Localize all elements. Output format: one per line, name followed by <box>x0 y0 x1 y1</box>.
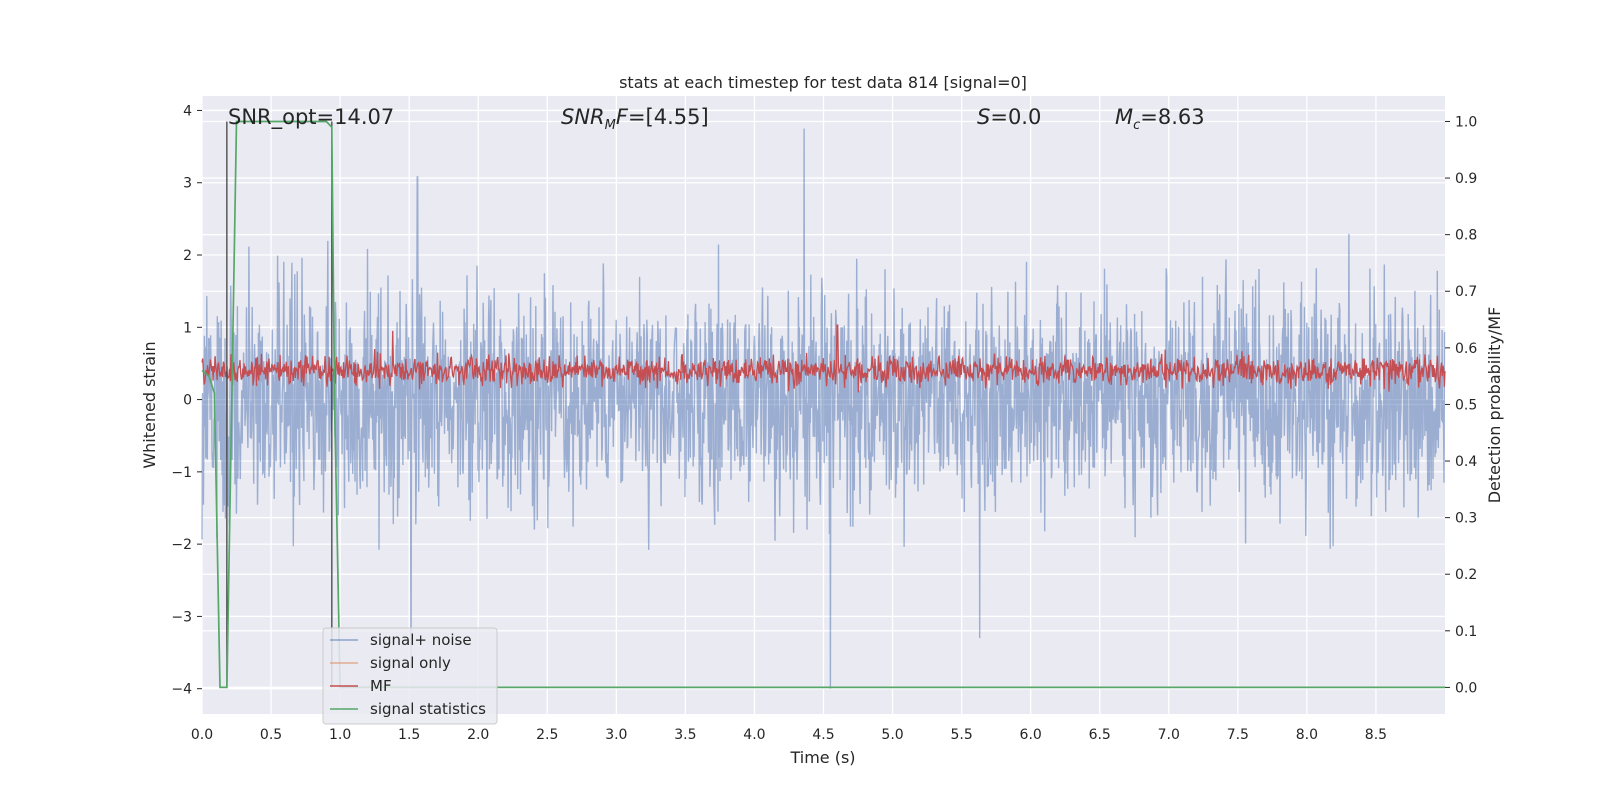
x-tick-label: 3.5 <box>674 727 696 743</box>
x-tick-label: 4.0 <box>743 727 765 743</box>
x-tick-label: 2.0 <box>467 727 489 743</box>
y-tick-label: 3 <box>183 176 192 192</box>
ticks: 0.0 0.5 1.0 1.5 2.0 2.5 3.0 3.5 4.0 4.5 5.0 5.5 6.0 6… <box>171 103 1477 743</box>
legend-label-signal-only: signal only <box>370 654 451 672</box>
x-tick-label: 2.5 <box>536 727 558 743</box>
x-tick-label: 8.0 <box>1296 727 1318 743</box>
x-tick-label: 5.0 <box>881 727 903 743</box>
annotation-snr-mf: SNRMF=[4.55] <box>561 105 709 133</box>
y2-tick-label: 0.0 <box>1455 680 1477 696</box>
annotation-mc: Mc=8.63 <box>1115 105 1205 133</box>
series-layer <box>201 120 1446 689</box>
x-tick-label: 0.5 <box>260 727 282 743</box>
x-tick-label: 0.0 <box>191 727 213 743</box>
y2-tick-label: 0.8 <box>1455 228 1477 244</box>
legend-box <box>322 627 498 725</box>
legend: signal+ noise signal only MF signal stat… <box>322 627 498 725</box>
series-signal-noise <box>201 128 1446 689</box>
y2-tick-label: 1.0 <box>1455 114 1477 130</box>
x-tick-label: 7.0 <box>1158 727 1180 743</box>
y2-tick-label: 0.1 <box>1455 624 1477 640</box>
x-tick-label: 6.5 <box>1089 727 1111 743</box>
x-tick-label: 1.5 <box>398 727 420 743</box>
y-tick-label: −3 <box>171 609 192 625</box>
series-mf <box>201 324 1446 393</box>
y-tick-label: −1 <box>171 465 192 481</box>
y-tick-label: −2 <box>171 537 192 553</box>
y2-tick-label: 0.6 <box>1455 341 1477 357</box>
x-tick-label: 5.5 <box>950 727 972 743</box>
y2-tick-label: 0.9 <box>1455 171 1477 187</box>
x-axis-label: Time (s) <box>789 748 855 767</box>
annotation-snr-opt: SNR_opt=14.07 <box>228 105 394 130</box>
x-tick-label: 6.0 <box>1020 727 1042 743</box>
legend-label-signal-noise: signal+ noise <box>370 631 472 649</box>
y2-tick-label: 0.2 <box>1455 567 1477 583</box>
y2-tick-label: 0.4 <box>1455 454 1477 470</box>
y2-axis-label: Detection probability/MF <box>1485 307 1504 504</box>
annotation-s: S=0.0 <box>977 105 1041 129</box>
y-tick-label: 2 <box>183 248 192 264</box>
y-axis-label: Whitened strain <box>140 341 159 468</box>
legend-label-signal-statistics: signal statistics <box>370 700 486 718</box>
y2-tick-label: 0.5 <box>1455 397 1477 413</box>
x-tick-label: 1.0 <box>329 727 351 743</box>
y-tick-label: 4 <box>183 103 192 119</box>
x-tick-label: 8.5 <box>1365 727 1387 743</box>
y-tick-label: −4 <box>171 682 192 698</box>
y-tick-label: 0 <box>183 393 192 409</box>
y-tick-label: 1 <box>183 320 192 336</box>
chart-title: stats at each timestep for test data 814… <box>619 73 1027 92</box>
x-tick-label: 7.5 <box>1227 727 1249 743</box>
x-tick-label: 3.0 <box>605 727 627 743</box>
y2-tick-label: 0.3 <box>1455 511 1477 527</box>
series-signal-statistics <box>201 120 1445 689</box>
x-tick-label: 4.5 <box>812 727 834 743</box>
legend-label-mf: MF <box>370 677 392 695</box>
y2-tick-label: 0.7 <box>1455 284 1477 300</box>
